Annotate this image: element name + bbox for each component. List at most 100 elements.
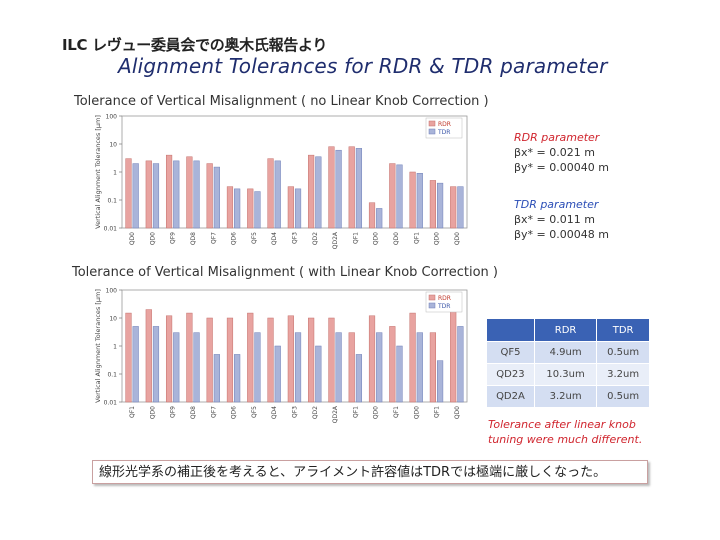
y-tick-label: 0.01 <box>104 400 118 407</box>
rdr-beta-y: βy* = 0.00040 m <box>514 161 609 174</box>
table-cell: 10.3um <box>533 363 598 386</box>
tdr-bar <box>132 163 139 229</box>
tdr-bar <box>335 332 342 403</box>
tdr-bar <box>436 182 444 229</box>
tdr-bar <box>416 173 423 229</box>
chart2-title: Tolerance of Vertical Misalignment ( wit… <box>72 265 499 280</box>
tdr-bar <box>457 326 464 403</box>
tdr-bar <box>254 191 261 229</box>
y-tick-label: 10 <box>109 316 117 323</box>
tdr-bar <box>315 345 322 403</box>
rdr-bar <box>348 332 355 403</box>
x-tick-label: QF1 <box>352 232 359 244</box>
y-tick-label: 100 <box>106 114 118 121</box>
table-cell: QF5 <box>486 341 535 364</box>
y-tick-label: 0.01 <box>104 226 118 233</box>
x-tick-label: QF3 <box>292 406 299 418</box>
rdr-bar <box>125 158 132 229</box>
x-tick-label: QD0 <box>129 232 136 245</box>
x-tick-label: QD2A <box>332 405 339 423</box>
rdr-bar <box>165 315 173 403</box>
rdr-bar <box>429 332 436 403</box>
y-tick-label: 100 <box>106 288 118 295</box>
tdr-bar <box>355 148 363 229</box>
table-cell: 0.5um <box>596 385 650 408</box>
x-tick-label: QF9 <box>170 232 177 244</box>
rdr-bar <box>226 317 234 403</box>
tolerance-note: Tolerance after linear knob tuning were … <box>488 417 642 447</box>
x-tick-label: QF7 <box>210 232 217 244</box>
x-tick-label: QD4 <box>271 232 278 245</box>
tdr-bar <box>376 332 383 403</box>
x-tick-label: QD8 <box>190 406 197 419</box>
tdr-bar <box>294 188 302 229</box>
rdr-bar <box>409 171 416 229</box>
table-header-cell <box>486 318 535 342</box>
tdr-beta-x: βx* = 0.011 m <box>514 213 595 226</box>
table-cell: 0.5um <box>596 341 650 364</box>
x-tick-label: QD2A <box>332 231 339 249</box>
rdr-bar <box>368 202 376 229</box>
x-tick-label: QF1 <box>393 406 400 418</box>
tolerance-table: RDR TDR QF5 4.9um 0.5um QD23 10.3um 3.2u… <box>486 318 650 408</box>
rdr-bar <box>389 326 396 403</box>
rdr-parameter-heading: RDR parameter <box>514 131 600 144</box>
x-tick-label: QF7 <box>210 406 217 418</box>
table-cell: 3.2um <box>533 385 598 408</box>
x-tick-label: QD0 <box>434 232 441 245</box>
tdr-bar <box>274 345 281 403</box>
y-tick-label: 0.1 <box>107 372 117 379</box>
rdr-bar <box>450 298 457 403</box>
tdr-bar <box>457 186 464 229</box>
legend-label: RDR <box>438 295 451 302</box>
table-row: QD2A 3.2um 0.5um <box>486 385 650 408</box>
rdr-bar <box>287 186 294 229</box>
tdr-bar <box>234 354 241 403</box>
table-header-cell: RDR <box>533 318 598 342</box>
x-tick-label: QF5 <box>251 406 258 418</box>
table-cell: 4.9um <box>533 341 598 364</box>
x-tick-label: QD0 <box>149 232 156 245</box>
rdr-bar <box>409 312 416 403</box>
x-tick-label: QD2 <box>312 232 319 245</box>
table-row: QD23 10.3um 3.2um <box>486 363 650 386</box>
x-tick-label: QF1 <box>352 406 359 418</box>
rdr-bar <box>206 317 213 403</box>
x-tick-label: QD0 <box>373 406 380 419</box>
tdr-bar <box>335 149 342 229</box>
x-tick-label: QD6 <box>231 406 238 419</box>
rdr-bar <box>145 309 152 403</box>
rdr-bar <box>308 154 315 229</box>
tdr-bar <box>234 188 241 229</box>
rdr-bar <box>348 146 355 229</box>
rdr-bar <box>186 156 193 229</box>
x-tick-label: QF5 <box>251 232 258 244</box>
rdr-bar <box>429 180 436 229</box>
x-tick-label: QD0 <box>393 232 400 245</box>
tdr-bar <box>436 360 444 403</box>
tdr-bar <box>213 166 220 229</box>
rdr-bar <box>368 315 376 403</box>
legend-swatch <box>428 120 436 127</box>
tdr-bar <box>294 332 302 403</box>
rdr-bar <box>450 186 457 229</box>
tdr-bar <box>173 332 180 403</box>
rdr-parameter-block: RDR parameter βx* = 0.021 m βy* = 0.0004… <box>514 130 609 175</box>
tdr-bar <box>132 326 139 403</box>
x-tick-label: QD0 <box>149 406 156 419</box>
x-tick-label: QF1 <box>434 406 441 418</box>
tdr-bar <box>254 332 261 403</box>
legend-swatch <box>428 128 436 135</box>
slide-title: Alignment Tolerances for RDR & TDR param… <box>118 54 608 78</box>
x-tick-label: QF1 <box>413 232 420 244</box>
plot-area <box>121 115 468 229</box>
chart1-title: Tolerance of Vertical Misalignment ( no … <box>74 94 489 109</box>
legend-label: RDR <box>438 121 451 128</box>
y-axis-label: Vertical Alignment Tolerances [μm] <box>94 115 102 229</box>
table-cell: 3.2um <box>596 363 650 386</box>
table-cell: QD23 <box>486 363 535 386</box>
x-tick-label: QD0 <box>454 232 461 245</box>
tdr-bar <box>355 354 363 403</box>
